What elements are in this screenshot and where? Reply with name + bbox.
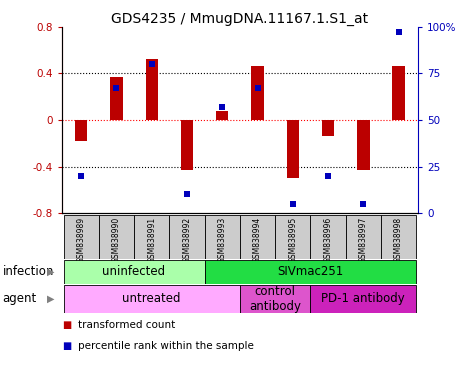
Text: PD-1 antibody: PD-1 antibody (322, 293, 405, 305)
Bar (75, 120, 87, 141)
Point (77, 173, 85, 179)
Point (324, 173, 332, 179)
Point (360, 201, 367, 207)
Bar (64, 285, 240, 313)
Text: ▶: ▶ (47, 267, 55, 277)
Text: GSM838989: GSM838989 (76, 217, 86, 263)
Bar (205, 215, 240, 259)
Bar (240, 215, 275, 259)
Text: GSM838993: GSM838993 (218, 217, 227, 263)
Bar (357, 120, 370, 170)
Text: GSM838997: GSM838997 (359, 217, 368, 263)
Text: agent: agent (2, 293, 37, 305)
Text: GSM838990: GSM838990 (112, 217, 121, 263)
Bar (134, 215, 169, 259)
Bar (392, 66, 405, 120)
Bar (311, 285, 416, 313)
Bar (286, 120, 299, 178)
Text: control
antibody: control antibody (249, 285, 301, 313)
Bar (205, 260, 416, 284)
Point (254, 85, 261, 91)
Bar (110, 77, 123, 120)
Text: GSM838994: GSM838994 (253, 217, 262, 263)
Bar (145, 60, 158, 120)
Title: GDS4235 / MmugDNA.11167.1.S1_at: GDS4235 / MmugDNA.11167.1.S1_at (111, 12, 369, 26)
Bar (311, 215, 346, 259)
Bar (99, 215, 134, 259)
Point (148, 61, 155, 67)
Bar (169, 215, 205, 259)
Text: percentile rank within the sample: percentile rank within the sample (78, 341, 254, 351)
Text: GSM838991: GSM838991 (147, 217, 156, 263)
Text: untreated: untreated (123, 293, 181, 305)
Point (289, 201, 296, 207)
Text: transformed count: transformed count (78, 320, 176, 330)
Bar (251, 66, 264, 120)
Point (395, 30, 402, 36)
Bar (346, 215, 381, 259)
Bar (216, 111, 228, 120)
Text: GSM838992: GSM838992 (182, 217, 191, 263)
Text: ▶: ▶ (47, 294, 55, 304)
Text: infection: infection (2, 265, 54, 278)
Text: GSM838998: GSM838998 (394, 217, 403, 263)
Text: GSM838995: GSM838995 (288, 217, 297, 263)
Bar (275, 215, 311, 259)
Text: uninfected: uninfected (103, 265, 166, 278)
Point (218, 104, 226, 110)
Text: GSM838996: GSM838996 (323, 217, 332, 263)
Point (183, 192, 191, 198)
Text: SIVmac251: SIVmac251 (277, 265, 343, 278)
Bar (64, 260, 205, 284)
Bar (181, 120, 193, 170)
Bar (322, 120, 334, 136)
Point (113, 85, 120, 91)
Text: ■: ■ (62, 320, 71, 330)
Bar (381, 215, 416, 259)
Text: ■: ■ (62, 341, 71, 351)
Bar (240, 285, 311, 313)
Bar (64, 215, 99, 259)
